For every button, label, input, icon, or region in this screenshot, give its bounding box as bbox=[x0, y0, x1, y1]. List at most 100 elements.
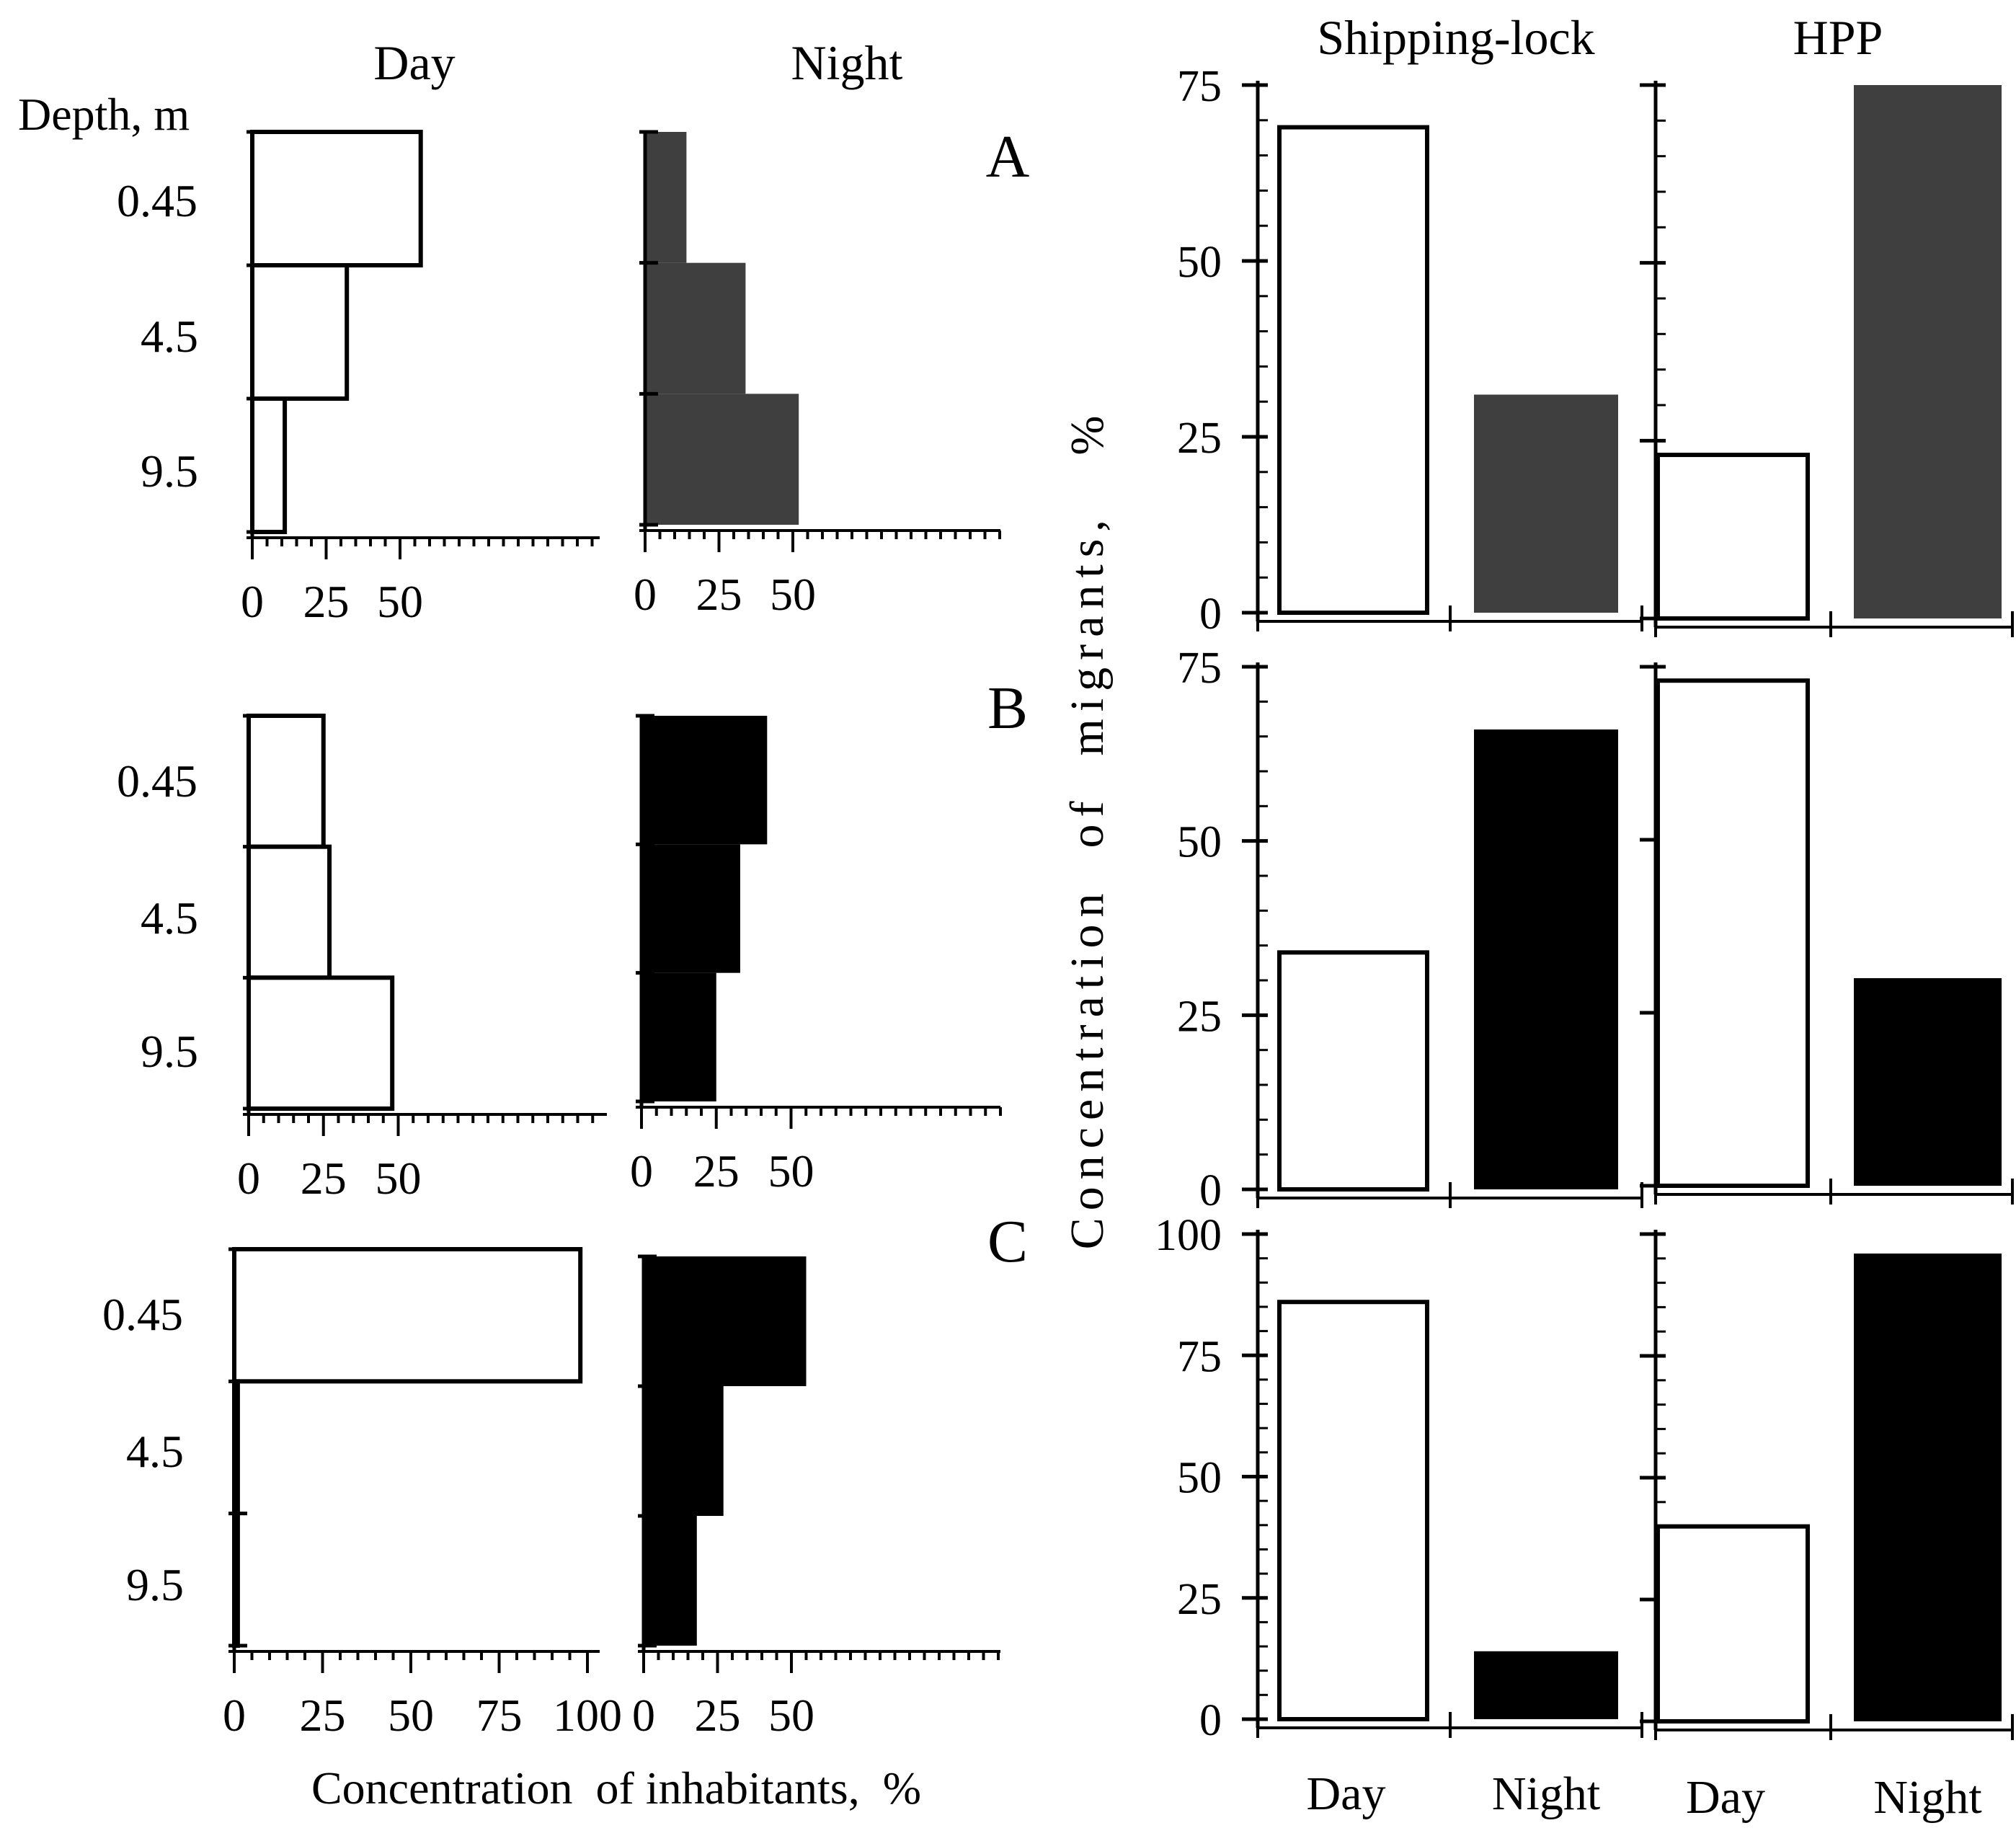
bar-4.5 bbox=[641, 844, 740, 973]
chart-A-shipping: 0 25 50 75 bbox=[1177, 62, 1643, 639]
x-tick-label: 25 bbox=[693, 1145, 740, 1197]
bar-night bbox=[1474, 729, 1618, 1189]
y-tick-label: 0 bbox=[1199, 590, 1222, 639]
depth-label: 4.5 bbox=[141, 892, 198, 944]
chart-B-night-depth: 0 25 50 bbox=[630, 714, 1002, 1197]
y-tick-label: 25 bbox=[1177, 992, 1222, 1041]
bar-9.5 bbox=[247, 975, 395, 1112]
bar-day bbox=[1656, 453, 1810, 621]
chart-C-shipping: 0 25 50 75 100 Day Night bbox=[1155, 1211, 1643, 1820]
bar-4.5 bbox=[644, 1386, 724, 1516]
bar-0.45 bbox=[644, 1256, 807, 1386]
depth-label: 9.5 bbox=[141, 445, 198, 497]
depth-axis-label: Depth, m bbox=[18, 89, 190, 140]
bar-night bbox=[1474, 1651, 1618, 1719]
depth-labels-b: 0.45 4.5 9.5 bbox=[117, 755, 198, 1077]
x-tick-label: 50 bbox=[377, 576, 423, 627]
y-axis-title-migrants: Concentration of migrants, % bbox=[1061, 409, 1114, 1250]
y-tick-label: 75 bbox=[1177, 1332, 1222, 1381]
x-tick-label: 25 bbox=[301, 1153, 347, 1204]
x-axis-title-inhabitants: Concentration of inhabitants, % bbox=[311, 1762, 921, 1814]
y-tick-label: 50 bbox=[1177, 818, 1222, 867]
bar-4.5 bbox=[645, 262, 746, 394]
x-tick-label: 50 bbox=[768, 1690, 814, 1741]
chart-A-hpp bbox=[1640, 81, 2014, 637]
charts-layer: 0 25 50 0 25 500 25 50 0 25 500 25 50 75 100 0 25 5002550… bbox=[223, 62, 2014, 1824]
bar-night bbox=[1474, 394, 1618, 613]
depth-labels-c: 0.45 4.5 9.5 bbox=[102, 1289, 184, 1610]
x-tick-label: 75 bbox=[476, 1690, 523, 1741]
bar-night bbox=[1854, 978, 2002, 1186]
bar-9.5 bbox=[644, 1516, 697, 1646]
y-tick-label: 50 bbox=[1177, 1454, 1222, 1503]
bar-0.45 bbox=[641, 716, 768, 845]
depth-label: 4.5 bbox=[126, 1426, 184, 1477]
x-tick-label: 25 bbox=[300, 1690, 346, 1741]
header-day: Day bbox=[373, 35, 455, 90]
bar-9.5 bbox=[250, 396, 288, 534]
x-category-label: Day bbox=[1307, 1767, 1386, 1820]
panel-label-a: A bbox=[986, 123, 1030, 190]
bar-day bbox=[1277, 125, 1429, 615]
bar-day bbox=[1277, 950, 1429, 1192]
depth-labels-a: 0.45 4.5 9.5 bbox=[117, 175, 198, 497]
bar-0.45 bbox=[645, 132, 687, 263]
x-tick-label: 0 bbox=[223, 1690, 246, 1741]
x-tick-label: 25 bbox=[303, 576, 350, 627]
bar-night bbox=[1854, 1254, 2002, 1721]
y-tick-label: 25 bbox=[1177, 414, 1222, 463]
x-tick-label: 50 bbox=[768, 1145, 814, 1197]
chart-B-shipping: 0 25 50 75 bbox=[1177, 644, 1643, 1215]
chart-B-hpp bbox=[1640, 662, 2014, 1205]
panel-label-b: B bbox=[987, 675, 1028, 742]
chart-B-day-depth: 0 25 50 bbox=[237, 714, 607, 1204]
x-tick-label: 0 bbox=[241, 576, 264, 627]
bar-day bbox=[1656, 1524, 1810, 1724]
chart-C-night-depth: 0 25 50 bbox=[632, 1254, 1000, 1741]
bar-day bbox=[1277, 1300, 1429, 1721]
bar-4.5 bbox=[247, 844, 332, 980]
chart-C-hpp: Day Night bbox=[1640, 1230, 2014, 1824]
panel-label-c: C bbox=[987, 1208, 1028, 1275]
bar-day bbox=[1656, 678, 1810, 1188]
x-tick-label: 25 bbox=[696, 569, 742, 620]
x-tick-label: 25 bbox=[695, 1690, 741, 1741]
x-category-label: Night bbox=[1492, 1767, 1600, 1820]
depth-label: 4.5 bbox=[141, 311, 198, 362]
header-shipping-lock: Shipping-lock bbox=[1317, 10, 1594, 65]
y-tick-label: 50 bbox=[1177, 238, 1222, 287]
bar-4.5 bbox=[250, 263, 350, 401]
header-hpp: HPP bbox=[1793, 10, 1883, 65]
y-tick-label: 75 bbox=[1177, 644, 1222, 693]
y-tick-label: 75 bbox=[1177, 62, 1222, 111]
bar-night bbox=[1854, 85, 2002, 618]
depth-label: 9.5 bbox=[126, 1559, 184, 1610]
bar-9.5 bbox=[641, 972, 716, 1101]
bar-9.5 bbox=[645, 394, 799, 525]
depth-label: 9.5 bbox=[141, 1026, 198, 1077]
chart-C-day-depth: 0 25 50 75 100 bbox=[223, 1247, 622, 1741]
x-tick-label: 0 bbox=[630, 1145, 653, 1197]
header-night: Night bbox=[791, 35, 903, 90]
x-tick-label: 0 bbox=[237, 1153, 260, 1204]
y-tick-label: 100 bbox=[1155, 1211, 1222, 1260]
bar-0.45 bbox=[247, 714, 326, 849]
chart-A-night-depth: 0 25 50 bbox=[634, 130, 1001, 620]
x-tick-label: 100 bbox=[553, 1690, 622, 1741]
bar-0.45 bbox=[232, 1247, 583, 1384]
x-tick-label: 50 bbox=[376, 1153, 422, 1204]
bar-0.45 bbox=[250, 130, 423, 267]
x-category-label: Night bbox=[1873, 1771, 1981, 1824]
depth-label: 0.45 bbox=[102, 1289, 183, 1340]
x-category-label: Day bbox=[1686, 1771, 1765, 1824]
x-tick-label: 0 bbox=[632, 1690, 655, 1741]
x-tick-label: 50 bbox=[388, 1690, 434, 1741]
y-tick-label: 25 bbox=[1177, 1575, 1222, 1624]
y-tick-label: 0 bbox=[1199, 1166, 1222, 1215]
depth-label: 0.45 bbox=[117, 175, 197, 226]
y-tick-label: 0 bbox=[1199, 1696, 1222, 1745]
chart-A-day-depth: 0 25 50 bbox=[241, 130, 600, 627]
depth-label: 0.45 bbox=[117, 755, 197, 807]
x-tick-label: 50 bbox=[770, 569, 816, 620]
